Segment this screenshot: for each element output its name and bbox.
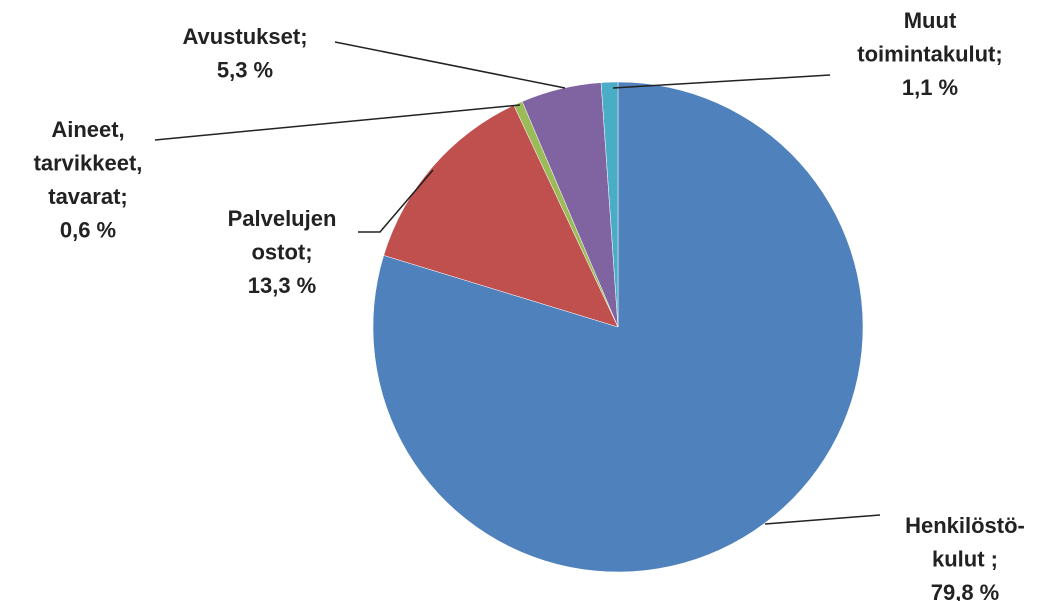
data-label: 79,8 % — [931, 580, 1000, 601]
data-label: Aineet, — [51, 117, 124, 142]
data-label: kulut ; — [932, 546, 998, 571]
data-label: 13,3 % — [248, 273, 317, 298]
pie-slice — [600, 81, 619, 328]
pie-slice — [383, 104, 619, 328]
leader-line — [154, 104, 521, 141]
data-label: 5,3 % — [217, 57, 273, 82]
data-label: toimintakulut; — [857, 41, 1002, 66]
data-label: Palvelujen — [228, 206, 337, 231]
data-label: Avustukset; — [182, 24, 307, 49]
leader-line — [612, 74, 831, 89]
data-label: 1,1 % — [902, 75, 958, 100]
leader-line — [764, 514, 881, 525]
data-label: Henkilöstö- — [905, 513, 1025, 538]
data-label: 0,6 % — [60, 217, 116, 242]
leader-line — [358, 169, 434, 233]
data-label: tavarat; — [48, 184, 127, 209]
data-label: ostot; — [251, 239, 312, 264]
leader-line — [334, 41, 566, 89]
data-label: tarvikkeet, — [34, 150, 143, 175]
data-label: Muut — [904, 8, 957, 33]
